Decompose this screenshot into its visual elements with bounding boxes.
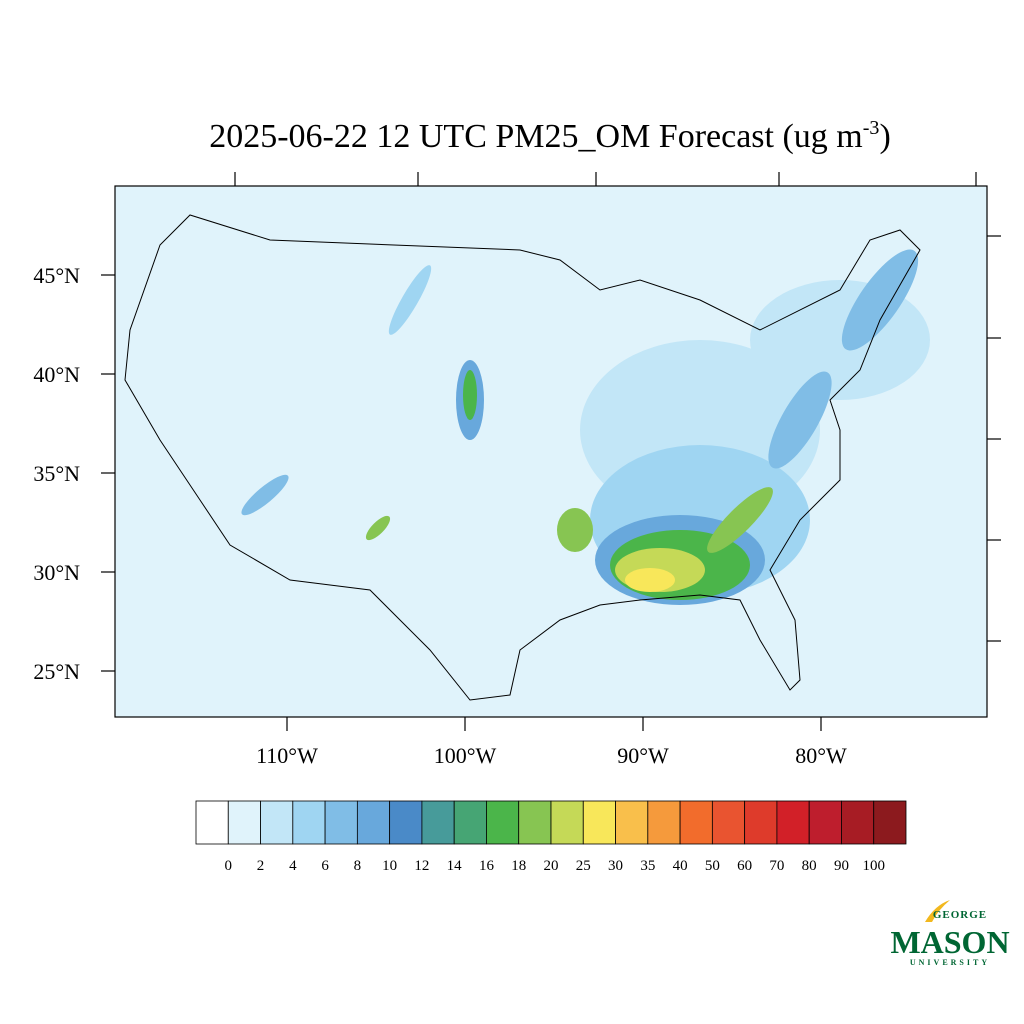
colorbar-label: 6 xyxy=(321,858,329,874)
lat-label: 35°N xyxy=(33,461,80,486)
colorbar-box xyxy=(776,800,810,845)
colorbar-label: 14 xyxy=(447,858,463,874)
colorbar-label: 100 xyxy=(862,858,885,874)
logo-name: MASON xyxy=(890,924,1009,960)
lon-label: 100°W xyxy=(434,743,497,768)
colorbar-label: 12 xyxy=(414,858,429,874)
pm-area xyxy=(625,568,675,592)
logo-bottom: UNIVERSITY xyxy=(910,958,990,967)
colorbar-label: 2 xyxy=(257,858,265,874)
pm-area xyxy=(388,265,432,335)
colorbar-box xyxy=(324,800,358,845)
title: 2025-06-22 12 UTC PM25_OM Forecast (ug m… xyxy=(209,117,891,155)
colorbar-box xyxy=(389,800,423,845)
pm-area xyxy=(241,474,289,516)
lon-label: 80°W xyxy=(795,743,847,768)
colorbar-box xyxy=(227,800,261,845)
colorbar-box xyxy=(550,800,584,845)
colorbar-label: 90 xyxy=(834,858,849,874)
lat-label: 45°N xyxy=(33,263,80,288)
colorbar-box xyxy=(453,800,487,845)
colorbar-box xyxy=(711,800,746,845)
colorbar-box xyxy=(615,800,649,845)
colorbar-label: 8 xyxy=(354,858,362,874)
colorbar-label: 20 xyxy=(544,858,559,874)
colorbar-label: 60 xyxy=(737,858,752,874)
lat-label: 30°N xyxy=(33,560,80,585)
lon-label: 110°W xyxy=(256,743,318,768)
colorbar-label: 70 xyxy=(769,858,784,874)
colorbar-box xyxy=(808,800,842,845)
pm-area xyxy=(557,508,593,552)
colorbar-label: 25 xyxy=(576,858,591,874)
colorbar-box xyxy=(582,800,616,845)
colorbar-box xyxy=(195,800,229,845)
pm-area xyxy=(365,515,391,541)
logo-top: GEORGE xyxy=(933,909,987,921)
colorbar-box xyxy=(841,800,875,845)
colorbar-label: 40 xyxy=(673,858,688,874)
colorbar-box xyxy=(518,800,552,845)
pm-area xyxy=(768,371,832,469)
map-panel xyxy=(115,186,987,717)
pm-field xyxy=(241,249,930,605)
colorbar-box xyxy=(292,800,326,845)
colorbar-box xyxy=(486,800,520,845)
colorbar-label: 80 xyxy=(802,858,817,874)
colorbar-label: 18 xyxy=(511,858,526,874)
pm-area xyxy=(463,370,477,420)
title-close: ) xyxy=(879,118,890,155)
lon-label: 90°W xyxy=(617,743,669,768)
colorbar-box xyxy=(679,800,713,845)
colorbar-box xyxy=(421,800,455,845)
colorbar-box xyxy=(873,800,907,845)
map-frame xyxy=(114,185,988,718)
colorbar-label: 10 xyxy=(382,858,397,874)
top-ticks xyxy=(234,172,1001,642)
coastline xyxy=(124,214,921,701)
logo: GEORGE MASON UNIVERSITY xyxy=(890,900,1010,967)
map: 45°N 40°N 35°N 30°N 25°N 110°W 100°W 90°W 80°W xyxy=(33,172,1001,768)
logo-swoosh xyxy=(925,900,950,922)
colorbar-label: 4 xyxy=(289,858,297,874)
colorbar-label: 0 xyxy=(225,858,233,874)
lat-label: 25°N xyxy=(33,659,80,684)
pm-area xyxy=(841,249,919,351)
title-main: 2025-06-22 12 UTC PM25_OM Forecast (ug m xyxy=(209,118,863,155)
colorbar-label: 16 xyxy=(479,858,495,874)
colorbar-box xyxy=(647,800,681,845)
lat-label: 40°N xyxy=(33,362,80,387)
colorbar-box xyxy=(260,800,294,845)
colorbar: 0 2 4 6 8 10 12 14 16 18 20 25 30 35 40 50 60 70 80 90 100 xyxy=(195,800,907,874)
title-superscript: -3 xyxy=(863,117,880,139)
colorbar-label: 30 xyxy=(608,858,623,874)
colorbar-box xyxy=(356,800,391,845)
colorbar-box xyxy=(744,800,778,845)
colorbar-label: 50 xyxy=(705,858,720,874)
colorbar-label: 35 xyxy=(640,858,655,874)
pm-area xyxy=(707,487,773,553)
